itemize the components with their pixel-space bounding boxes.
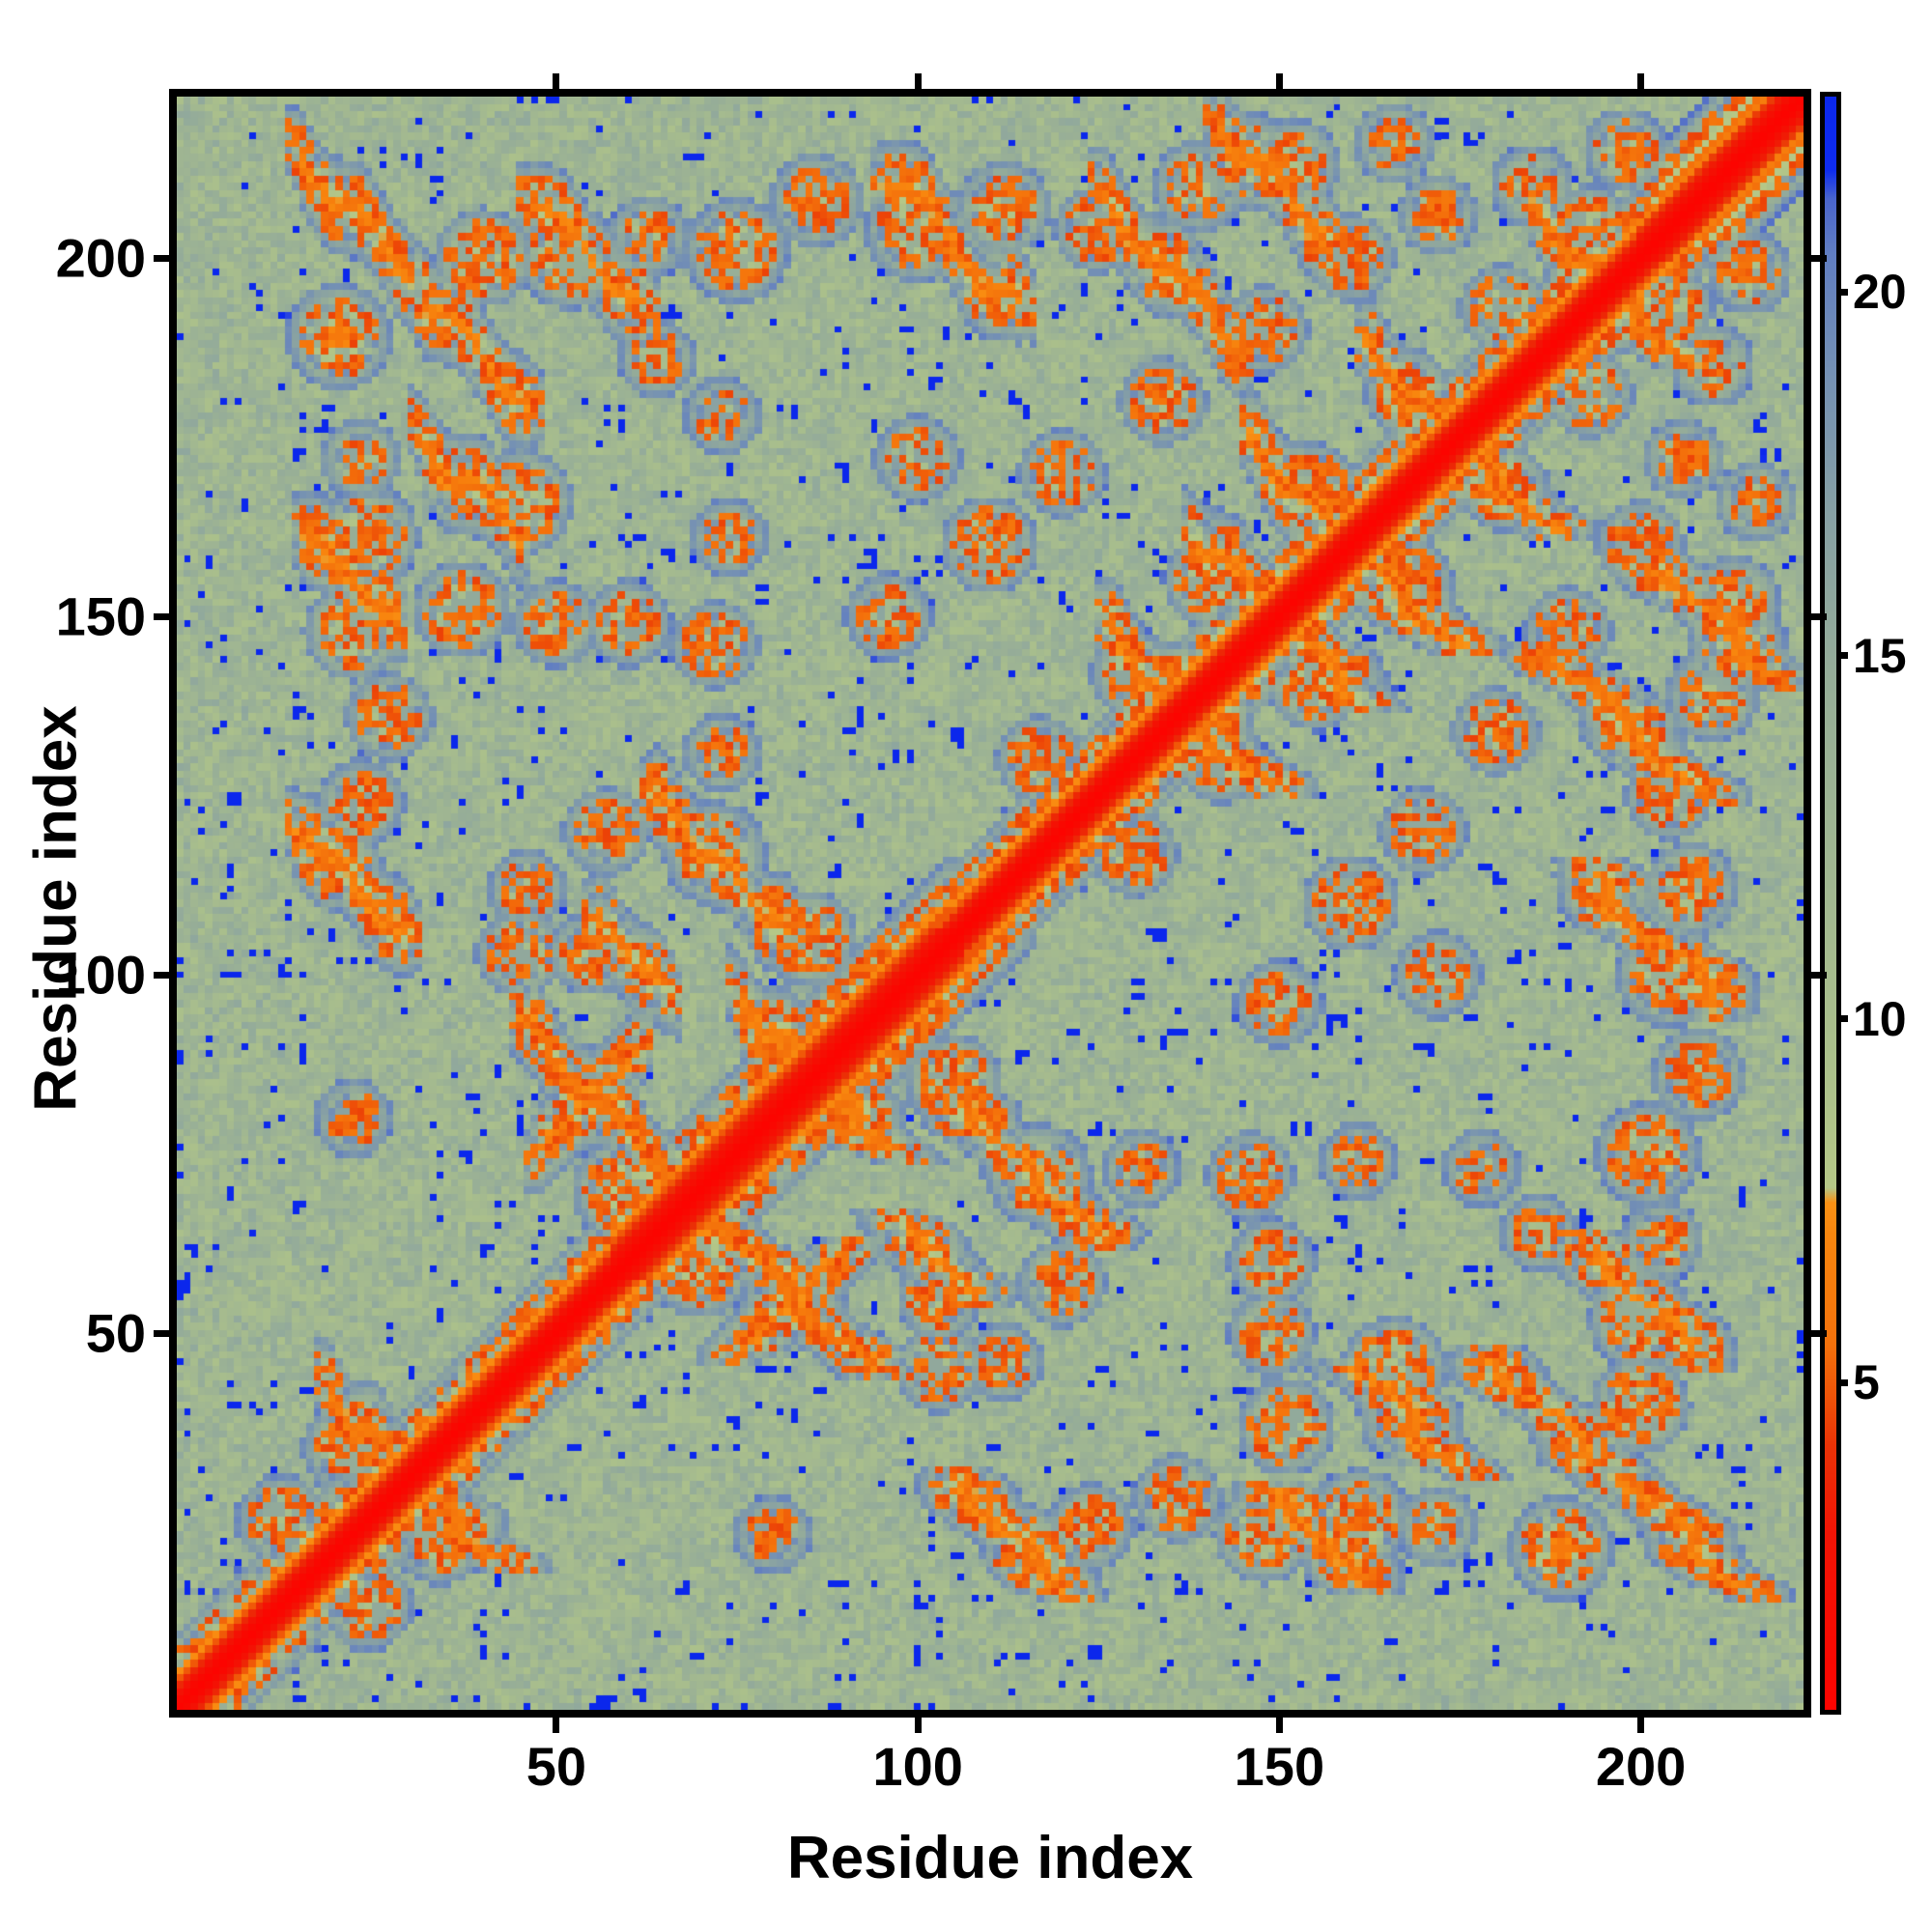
colorbar-tick [1836, 1378, 1848, 1386]
colorbar-tick [1836, 1015, 1848, 1023]
y-tick-right [1811, 612, 1827, 620]
colorbar-gradient [1825, 97, 1836, 1710]
x-tick-bottom [1275, 1718, 1283, 1733]
x-tick-label: 150 [1234, 1736, 1325, 1797]
y-tick-left [154, 254, 169, 262]
x-tick-bottom [553, 1718, 560, 1733]
y-tick-label: 100 [55, 944, 146, 1006]
colorbar-tick [1836, 288, 1848, 296]
y-tick-left [154, 971, 169, 979]
x-tick-top [1637, 73, 1645, 89]
y-tick-left [154, 612, 169, 620]
distance-map-heatmap [177, 97, 1804, 1710]
x-tick-bottom [1637, 1718, 1645, 1733]
colorbar-tick [1836, 652, 1848, 660]
x-tick-label: 200 [1595, 1736, 1687, 1797]
x-tick-top [553, 73, 560, 89]
colorbar-tick-label: 10 [1853, 991, 1907, 1046]
y-tick-label: 200 [55, 227, 146, 289]
y-axis-title: Residue index [22, 705, 90, 1112]
y-tick-label: 50 [85, 1302, 146, 1364]
x-tick-label: 50 [526, 1736, 587, 1797]
y-tick-left [154, 1329, 169, 1337]
plot-frame [169, 89, 1811, 1718]
y-tick-right [1811, 1329, 1827, 1337]
colorbar-tick-label: 15 [1853, 628, 1907, 683]
x-tick-label: 100 [872, 1736, 963, 1797]
x-tick-top [914, 73, 922, 89]
colorbar-frame [1820, 92, 1841, 1715]
y-tick-label: 150 [55, 585, 146, 647]
colorbar-tick-label: 20 [1853, 265, 1907, 320]
y-tick-right [1811, 971, 1827, 979]
x-tick-bottom [914, 1718, 922, 1733]
x-axis-title: Residue index [786, 1825, 1194, 1891]
y-tick-right [1811, 254, 1827, 262]
colorbar-tick-label: 5 [1853, 1355, 1880, 1410]
x-tick-top [1275, 73, 1283, 89]
